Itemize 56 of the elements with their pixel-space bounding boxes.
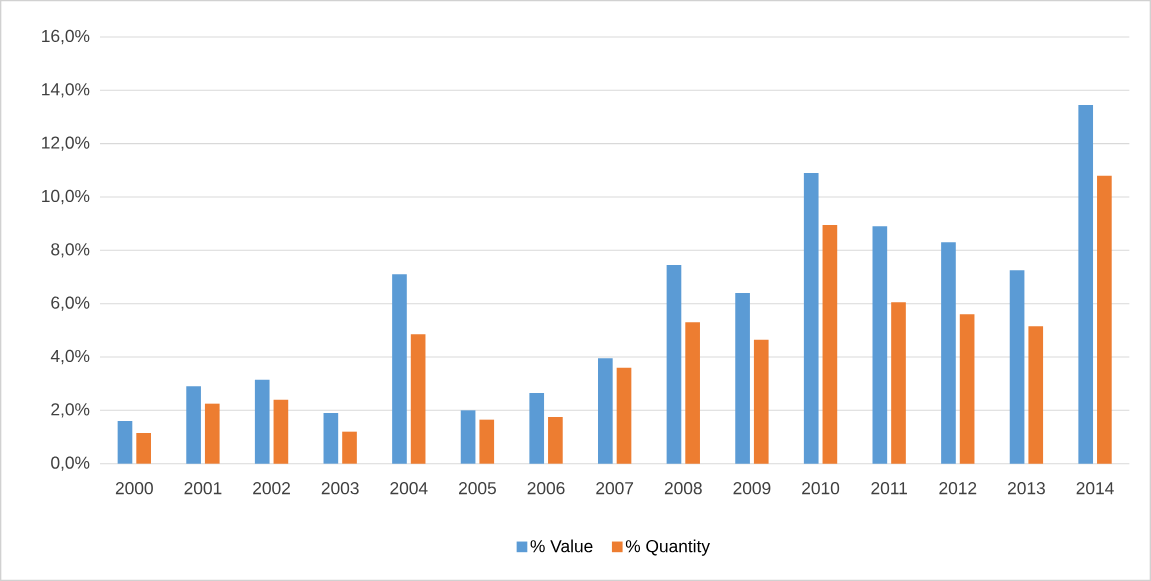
bar <box>803 172 819 464</box>
bar <box>529 393 545 464</box>
x-tick-label: 2002 <box>253 482 290 495</box>
bar <box>186 386 201 464</box>
bar <box>941 242 956 464</box>
bar <box>1097 175 1112 464</box>
bar <box>598 358 613 464</box>
bar <box>136 433 151 464</box>
bar <box>323 413 339 464</box>
x-tick-label: 2007 <box>596 482 634 495</box>
y-tick-label: 8,0% <box>51 243 90 258</box>
y-tick-label: 2,0% <box>51 403 90 418</box>
x-tick-label: 2012 <box>939 482 977 495</box>
y-tick-label: 12,0% <box>42 136 90 151</box>
bar <box>204 403 220 464</box>
x-tick-label: 2010 <box>802 482 840 495</box>
bar <box>410 334 426 464</box>
x-tick-label: 2011 <box>871 482 907 495</box>
bar <box>891 302 906 464</box>
bar <box>685 322 700 464</box>
bar <box>872 226 888 464</box>
bar <box>822 224 838 464</box>
bar <box>392 274 407 464</box>
x-tick-label: 2005 <box>459 482 496 495</box>
bar <box>460 410 476 464</box>
bar <box>548 417 563 464</box>
y-tick-label: 4,0% <box>50 349 90 365</box>
bar <box>479 419 495 464</box>
bar <box>1028 326 1044 464</box>
y-tick-label: 14,0% <box>42 83 90 98</box>
bar <box>1009 270 1025 464</box>
y-tick-label: 10,0% <box>42 189 90 205</box>
bar <box>342 431 357 464</box>
x-tick-label: 2014 <box>1076 482 1114 495</box>
x-tick-label: 2000 <box>115 482 153 495</box>
bar <box>254 379 270 464</box>
bar <box>273 399 289 464</box>
bar <box>735 293 750 464</box>
bar <box>666 265 682 464</box>
bar <box>959 314 975 464</box>
y-tick-label: 0,0% <box>51 456 90 471</box>
bar <box>1078 104 1094 464</box>
x-tick-label: 2013 <box>1008 482 1045 495</box>
y-tick-label: 6,0% <box>51 296 90 311</box>
y-tick-label: 16,0% <box>42 29 90 45</box>
bar <box>117 421 133 464</box>
x-tick-label: 2009 <box>733 482 771 495</box>
x-tick-label: 2001 <box>184 482 222 495</box>
bar <box>616 367 632 464</box>
bar <box>753 339 769 464</box>
x-tick-label: 2004 <box>390 482 428 495</box>
legend-label: % Quantity <box>625 539 710 556</box>
x-tick-label: 2008 <box>664 482 702 495</box>
legend-label: % Value <box>530 539 593 553</box>
x-tick-label: 2006 <box>527 482 565 495</box>
x-tick-label: 2003 <box>321 482 359 495</box>
